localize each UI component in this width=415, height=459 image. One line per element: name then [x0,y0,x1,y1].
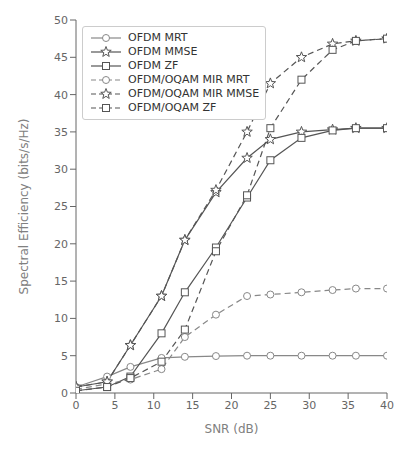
svg-text:40: 40 [54,89,68,102]
svg-text:20: 20 [54,238,68,251]
svg-text:5: 5 [111,399,118,412]
svg-text:0: 0 [61,387,68,400]
svg-text:0: 0 [73,399,80,412]
html-text:OFDM/OQAM MIR MRT: OFDM/OQAM MIR MRT [128,73,250,86]
html-text:OFDM ZF: OFDM ZF [128,59,179,72]
svg-text:10: 10 [147,399,161,412]
svg-text:45: 45 [54,51,68,64]
svg-text:30: 30 [54,163,68,176]
html-text:OFDM/OQAM ZF: OFDM/OQAM ZF [128,101,217,114]
html-text:OFDM MRT: OFDM MRT [128,31,188,44]
svg-text:40: 40 [380,399,394,412]
svg-text:Spectral Efficiency (bits/s/Hz: Spectral Efficiency (bits/s/Hz) [17,119,31,295]
svg-text:25: 25 [263,399,277,412]
svg-text:50: 50 [54,14,68,27]
svg-text:5: 5 [61,350,68,363]
svg-text:35: 35 [54,126,68,139]
svg-text:15: 15 [54,275,68,288]
svg-text:10: 10 [54,312,68,325]
svg-text:20: 20 [225,399,239,412]
html-text:OFDM/OQAM MIR MMSE: OFDM/OQAM MIR MMSE [128,87,260,100]
svg-text:25: 25 [54,200,68,213]
html-text:OFDM MMSE: OFDM MMSE [128,45,198,58]
svg-text:35: 35 [341,399,355,412]
svg-text:SNR (dB): SNR (dB) [205,422,259,436]
svg-text:15: 15 [186,399,200,412]
svg-text:30: 30 [302,399,316,412]
